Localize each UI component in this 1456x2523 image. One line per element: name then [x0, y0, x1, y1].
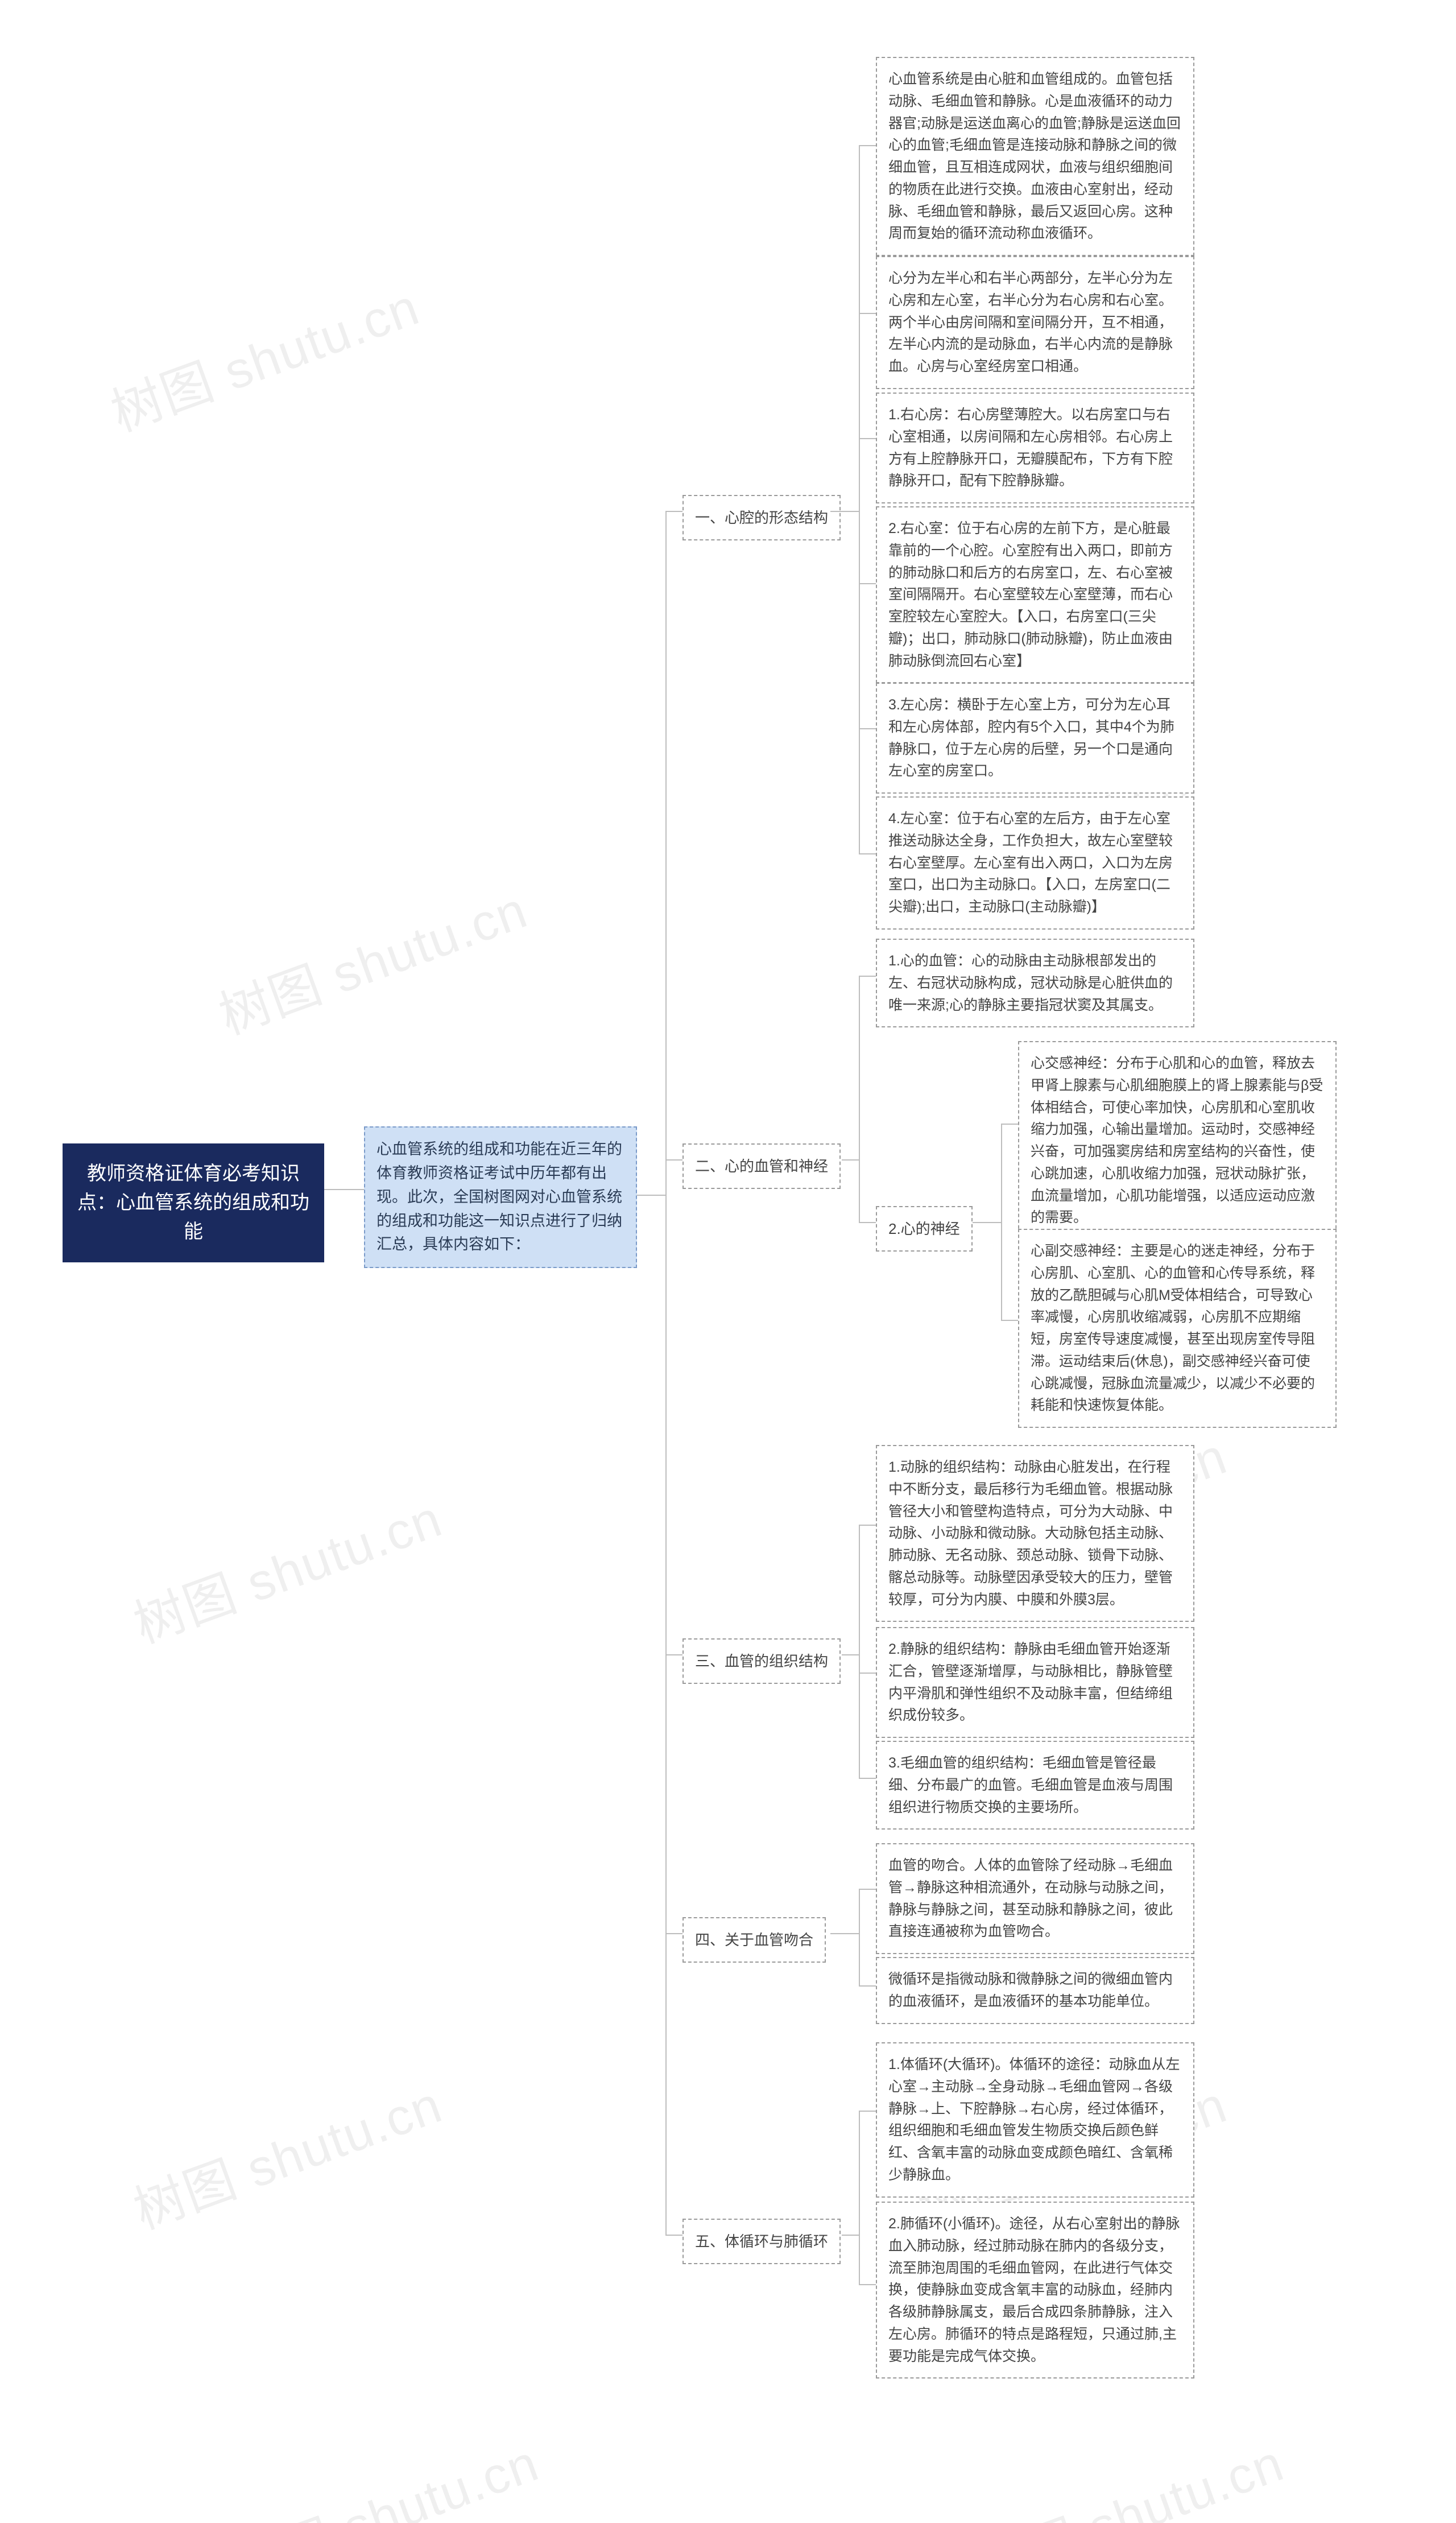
- connector-v: [859, 1525, 860, 1778]
- leaf-s5-1: 2.肺循环(小循环)。途径，从右心室射出的静脉血入肺动脉，经过肺动脉在肺内的各级…: [876, 2202, 1194, 2379]
- connector-h: [830, 1933, 859, 1934]
- connector-h: [859, 1985, 876, 1987]
- connector-v: [1001, 1124, 1002, 1320]
- leaf-s4-1: 微循环是指微动脉和微静脉之间的微细血管内的血液循环，是血液循环的基本功能单位。: [876, 1957, 1194, 2024]
- subleaf-s2-0: 心交感神经：分布于心肌和心的血管，释放去甲肾上腺素与心肌细胞膜上的肾上腺素能与β…: [1018, 1041, 1337, 1240]
- leaf-s1-5: 4.左心室：位于右心室的左后方，由于左心室推送动脉达全身，工作负担大，故左心室壁…: [876, 796, 1194, 930]
- connector-h: [859, 1525, 876, 1526]
- connector-h: [665, 2235, 682, 2236]
- connector-h: [859, 1889, 876, 1890]
- watermark: 树图 shutu.cn: [964, 2422, 1292, 2523]
- connector-h: [859, 438, 876, 439]
- watermark: 树图 shutu.cn: [122, 1477, 450, 1657]
- connector-h: [665, 1654, 682, 1655]
- root-node: 教师资格证体育必考知识点：心血管系统的组成和功能: [63, 1143, 324, 1262]
- connector-h: [842, 2235, 859, 2236]
- connector-h: [665, 1159, 682, 1161]
- leaf-s3-1: 2.静脉的组织结构：静脉由毛细血管开始逐渐汇合，管壁逐渐增厚，与动脉相比，静脉管…: [876, 1627, 1194, 1738]
- connector-h: [973, 1222, 1001, 1223]
- connector-v: [665, 511, 667, 2235]
- leaf-s1-3: 2.右心室：位于右心房的左前下方，是心脏最靠前的一个心腔。心室腔有出入两口，即前…: [876, 506, 1194, 683]
- section-s2: 二、心的血管和神经: [682, 1143, 841, 1189]
- leaf-s3-2: 3.毛细血管的组织结构：毛细血管是管径最细、分布最广的血管。毛细血管是血液与周围…: [876, 1741, 1194, 1830]
- leaf-s3-0: 1.动脉的组织结构：动脉由心脏发出，在行程中不断分支，最后移行为毛细血管。根据动…: [876, 1445, 1194, 1622]
- section-s1: 一、心腔的形态结构: [682, 495, 841, 540]
- connector-h: [859, 145, 876, 146]
- subgroup-s2: 2.心的神经: [876, 1206, 973, 1252]
- connector-h: [1001, 1320, 1018, 1321]
- connector-h: [859, 1778, 876, 1779]
- subleaf-s2-1: 心副交感神经：主要是心的迷走神经，分布于心房肌、心室肌、心的血管和心传导系统，释…: [1018, 1229, 1337, 1428]
- leaf-s1-2: 1.右心房：右心房壁薄腔大。以右房室口与右心室相通，以房间隔和左心房相邻。右心房…: [876, 393, 1194, 503]
- connector-h: [665, 1933, 682, 1934]
- connector-v: [859, 2111, 860, 2284]
- connector-h: [859, 1222, 876, 1223]
- leaf-s5-0: 1.体循环(大循环)。体循环的途径：动脉血从左心室→主动脉→全身动脉→毛细血管网…: [876, 2042, 1194, 2198]
- connector-v: [859, 1889, 860, 1985]
- section-s4: 四、关于血管吻合: [682, 1917, 826, 1963]
- watermark: 树图 shutu.cn: [219, 2422, 547, 2523]
- section-s5: 五、体循环与肺循环: [682, 2219, 841, 2264]
- connector-h: [859, 2284, 876, 2285]
- watermark: 树图 shutu.cn: [208, 869, 536, 1048]
- connector-h: [842, 1159, 859, 1161]
- connector-h: [859, 2111, 876, 2112]
- connector-h: [665, 511, 682, 512]
- leaf-s4-0: 血管的吻合。人体的血管除了经动脉→毛细血管→静脉这种相流通外，在动脉与动脉之间，…: [876, 1843, 1194, 1954]
- leaf-s2-0: 1.心的血管：心的动脉由主动脉根部发出的左、右冠状动脉构成，冠状动脉是心脏供血的…: [876, 939, 1194, 1027]
- connector-h: [859, 583, 876, 584]
- connector-h: [859, 976, 876, 977]
- connector-h: [859, 1673, 876, 1674]
- connector-h: [859, 313, 876, 314]
- watermark: 树图 shutu.cn: [122, 2063, 450, 2243]
- leaf-s1-1: 心分为左半心和右半心两部分，左半心分为左心房和左心室，右半心分为右心房和右心室。…: [876, 256, 1194, 389]
- connector-h: [859, 853, 876, 854]
- connector-h: [1001, 1124, 1018, 1125]
- connector-h: [859, 728, 876, 729]
- leaf-s1-0: 心血管系统是由心脏和血管组成的。血管包括动脉、毛细血管和静脉。心是血液循环的动力…: [876, 57, 1194, 256]
- connector-v: [859, 145, 860, 853]
- watermark: 树图 shutu.cn: [100, 266, 428, 445]
- section-s3: 三、血管的组织结构: [682, 1638, 841, 1684]
- connector-h: [637, 1195, 665, 1196]
- level1-node: 心血管系统的组成和功能在近三年的体育教师资格证考试中历年都有出现。此次，全国树图…: [364, 1126, 637, 1268]
- leaf-s1-4: 3.左心房：横卧于左心室上方，可分为左心耳和左心房体部，腔内有5个入口，其中4个…: [876, 683, 1194, 794]
- connector-h: [324, 1189, 364, 1190]
- connector-h: [830, 511, 859, 512]
- connector-v: [859, 976, 860, 1222]
- connector-h: [842, 1654, 859, 1655]
